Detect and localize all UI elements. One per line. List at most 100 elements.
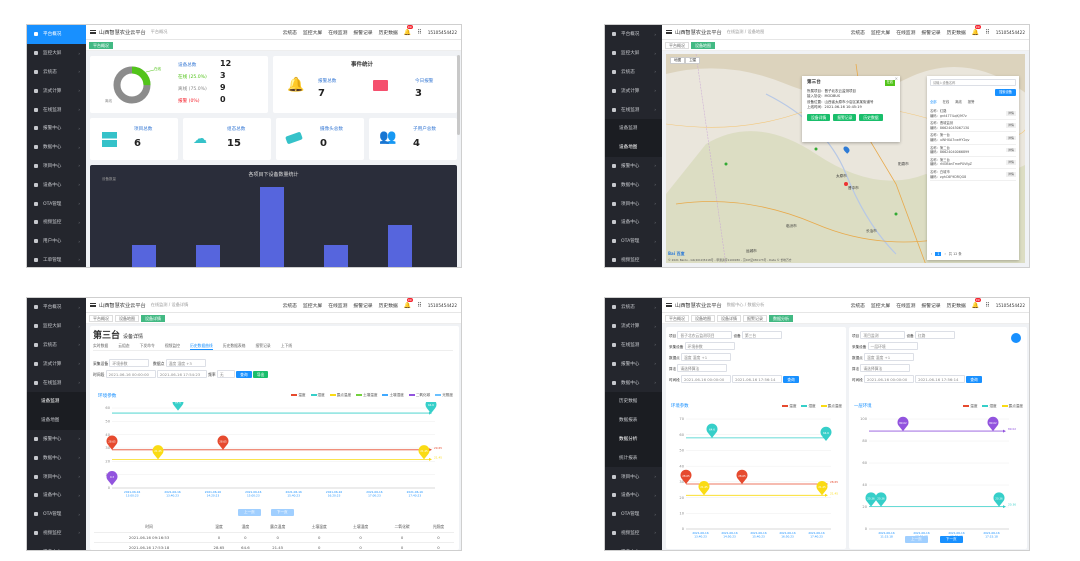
next-page-button[interactable]: 下一页 bbox=[270, 509, 294, 516]
sidebar-item[interactable]: 平台概况 › bbox=[27, 298, 86, 317]
sidebar-item[interactable]: 报警中心 › bbox=[27, 119, 86, 138]
nav-link[interactable]: 云统态 bbox=[850, 303, 865, 309]
nav-link[interactable]: 在线监测 bbox=[328, 30, 348, 36]
nav-link[interactable]: 报警记录 bbox=[921, 30, 941, 36]
detail-tab[interactable]: 历史数据表格 bbox=[222, 343, 246, 348]
end-time-input[interactable]: 2021-06-16 17:54:23 bbox=[156, 370, 207, 378]
detail-tab[interactable]: 云组态 bbox=[118, 343, 130, 348]
export-button[interactable]: 导出 bbox=[252, 371, 269, 378]
sidebar-item[interactable]: 流式计算 › bbox=[27, 81, 86, 100]
nav-link[interactable]: 云统态 bbox=[850, 30, 865, 36]
sidebar-item[interactable]: OTA管理 › bbox=[605, 232, 662, 251]
menu-toggle-icon[interactable] bbox=[90, 30, 96, 34]
sidebar-item[interactable]: 设备中心 › bbox=[605, 486, 662, 505]
sidebar-item[interactable]: 项目中心 › bbox=[27, 157, 86, 176]
points-select[interactable]: 温度 湿度 +1 bbox=[863, 353, 914, 361]
value-pin[interactable]: 21.45 bbox=[698, 481, 710, 496]
prev-page-button[interactable]: 上一页 bbox=[238, 509, 261, 516]
sidebar-item[interactable]: 数据中心 › bbox=[605, 373, 662, 392]
grid-icon[interactable]: ⠿ bbox=[417, 28, 422, 36]
sidebar-item[interactable]: 用户中心 › bbox=[27, 232, 86, 251]
sidebar-item[interactable]: 云统态 › bbox=[605, 63, 662, 82]
sidebar-item[interactable]: 平台概况 bbox=[27, 25, 86, 44]
sidebar-item[interactable]: 用户中心 › bbox=[27, 542, 86, 550]
nav-link[interactable]: 在线监测 bbox=[328, 303, 348, 309]
legend-item[interactable]: 土壤温度 bbox=[356, 393, 377, 398]
sidebar-item[interactable]: 设备监测 bbox=[27, 391, 86, 411]
sidebar-item[interactable]: 设备地图 bbox=[605, 137, 662, 157]
sidebar-item[interactable]: 报警中心 › bbox=[27, 430, 86, 449]
nav-link[interactable]: 云统态 bbox=[282, 303, 297, 309]
grid-icon[interactable]: ⠿ bbox=[985, 301, 990, 309]
sidebar-item[interactable]: 视频监控 › bbox=[27, 213, 86, 232]
value-pin[interactable]: 89.02 bbox=[897, 416, 909, 432]
device-detail-link[interactable]: 详情 bbox=[1005, 111, 1016, 116]
legend-item[interactable]: 湿度 bbox=[982, 404, 997, 409]
legend-item[interactable]: 露点温度 bbox=[1001, 404, 1023, 409]
legend-item[interactable]: 露点温度 bbox=[820, 404, 842, 409]
nav-link[interactable]: 报警记录 bbox=[921, 303, 941, 309]
sidebar-item[interactable]: 流式计算 › bbox=[27, 354, 86, 373]
legend-item[interactable]: 湿度 bbox=[310, 393, 325, 398]
sidebar-item[interactable]: 工单管理 › bbox=[27, 251, 86, 267]
sidebar-item[interactable]: 视频监控 › bbox=[27, 524, 86, 543]
calc-select[interactable]: 请选择算法 bbox=[677, 364, 728, 372]
bell-icon[interactable]: 🔔 99 bbox=[971, 297, 981, 309]
legend-item[interactable]: 温度 bbox=[963, 404, 977, 409]
detail-tab[interactable]: 实时数据 bbox=[93, 343, 109, 348]
nav-link[interactable]: 在线监测 bbox=[896, 30, 916, 36]
tab-overview[interactable]: 平台概况 bbox=[89, 314, 113, 322]
tab-device-detail[interactable]: 设备详情 bbox=[717, 314, 741, 322]
prev-page-icon[interactable]: ‹ bbox=[931, 251, 933, 256]
history-data-button[interactable]: 历史数据 bbox=[859, 113, 883, 121]
sidebar-item[interactable]: 视频监控 › bbox=[605, 251, 662, 267]
filter-alarm[interactable]: 报警 bbox=[967, 100, 975, 104]
value-pin[interactable]: 64.6 bbox=[820, 426, 832, 441]
sidebar-item[interactable]: 监控大屏 › bbox=[27, 317, 86, 336]
value-pin[interactable]: 20.36 bbox=[865, 492, 877, 507]
sidebar-item[interactable]: 项目中心 › bbox=[27, 467, 86, 486]
sidebar-item[interactable]: 监控大屏 › bbox=[27, 44, 86, 63]
device-detail-link[interactable]: 详情 bbox=[1005, 172, 1016, 177]
sidebar-item[interactable]: 数据报表 bbox=[605, 410, 662, 430]
end-time-input[interactable]: 2021-06-16 17:56:14 bbox=[915, 375, 966, 383]
legend-item[interactable]: 温度 bbox=[782, 404, 796, 409]
map-type-map[interactable]: 地图 bbox=[670, 57, 686, 64]
tab-overview[interactable]: 平台概况 bbox=[89, 41, 113, 49]
value-pin[interactable]: 89.02 bbox=[987, 416, 999, 432]
nav-link[interactable]: 监控大屏 bbox=[302, 303, 323, 309]
legend-item[interactable]: 温度 bbox=[291, 393, 306, 398]
device-list-item[interactable]: 名称：第一台 编码：uWHXA7cwHY2qv 详情 bbox=[930, 132, 1016, 145]
value-pin[interactable]: 64.6 bbox=[425, 402, 437, 414]
nav-link[interactable]: 监控大屏 bbox=[870, 30, 891, 36]
start-time-input[interactable]: 2021-06-16 00:00:00 bbox=[105, 370, 156, 378]
sidebar-item[interactable]: 报警中心 › bbox=[605, 157, 662, 176]
next-page-icon[interactable]: › bbox=[944, 251, 946, 256]
start-time-input[interactable]: 2021-06-16 00:00:00 bbox=[863, 375, 914, 383]
next-page-button[interactable]: 下一页 bbox=[939, 536, 963, 543]
device-search-input[interactable]: 请输入设备名称 bbox=[930, 79, 1016, 86]
sidebar-item[interactable]: 云统态 › bbox=[27, 336, 86, 355]
tab-device-map[interactable]: 设备地图 bbox=[691, 314, 715, 322]
calc-select[interactable]: 请选择算法 bbox=[860, 364, 911, 372]
sidebar-item[interactable]: 数据中心 › bbox=[27, 448, 86, 467]
sidebar-item[interactable]: 项目中心 › bbox=[605, 467, 662, 486]
map-area[interactable]: 太原市 晋中市 阳泉市 石家庄市 临汾市 运城市 长治市 地图 卫星 第三台 在… bbox=[666, 54, 1025, 263]
value-pin[interactable]: 20.36 bbox=[993, 492, 1005, 507]
grid-icon[interactable]: ⠿ bbox=[985, 28, 990, 36]
user-account[interactable]: 15105454422 bbox=[427, 29, 457, 35]
sidebar-item[interactable]: 视频监控 › bbox=[605, 524, 662, 543]
device-list-item[interactable]: 名称：红路 编码：gnt477lLqKj9f7z 详情 bbox=[930, 108, 1016, 121]
project-select[interactable]: 晋子北农云监测项目 bbox=[677, 331, 733, 339]
device-select[interactable]: 第三台 bbox=[741, 331, 782, 339]
sidebar-item[interactable]: 在线监测 › bbox=[27, 373, 86, 392]
group-select[interactable]: 环境参数 bbox=[684, 342, 735, 350]
legend-item[interactable]: 光照度 bbox=[435, 393, 453, 398]
nav-link[interactable]: 历史数据 bbox=[378, 303, 398, 309]
legend-item[interactable]: 露点温度 bbox=[329, 393, 351, 398]
sidebar-item[interactable]: OTA管理 › bbox=[27, 194, 86, 213]
sidebar-item[interactable]: 云统态 › bbox=[605, 298, 662, 317]
sidebar-item[interactable]: 在线监测 › bbox=[605, 336, 662, 355]
sidebar-item[interactable]: OTA管理 › bbox=[27, 505, 86, 524]
map-type-satellite[interactable]: 卫星 bbox=[685, 57, 701, 64]
